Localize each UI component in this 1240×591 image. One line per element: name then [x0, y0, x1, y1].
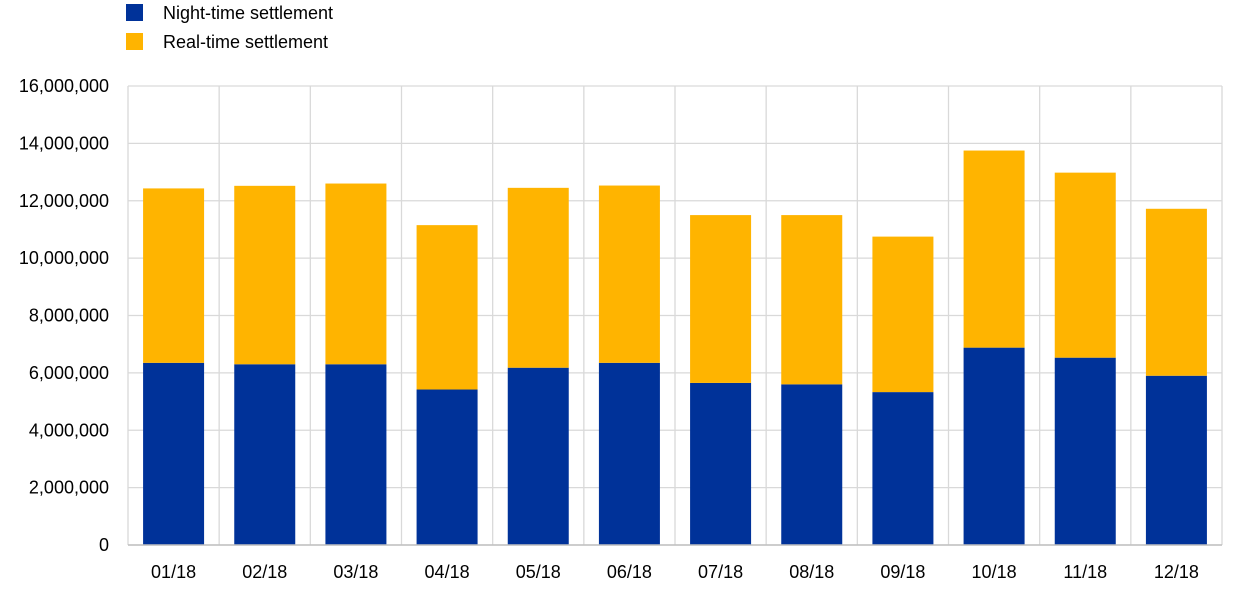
bar-real-time-09-18	[872, 236, 934, 393]
bar-night-time-10-18	[963, 347, 1025, 545]
y-tick-label: 12,000,000	[19, 191, 109, 211]
bar-night-time-02-18	[234, 364, 296, 545]
y-tick-label: 4,000,000	[29, 420, 109, 440]
legend-swatch-real-time	[126, 33, 143, 50]
bar-real-time-01-18	[143, 188, 205, 363]
x-tick-label: 07/18	[698, 562, 743, 582]
x-tick-label: 05/18	[516, 562, 561, 582]
bar-real-time-02-18	[234, 185, 296, 365]
x-tick-label: 04/18	[425, 562, 470, 582]
y-tick-label: 8,000,000	[29, 306, 109, 326]
x-tick-label: 03/18	[333, 562, 378, 582]
legend-item-real-time: Real-time settlement	[126, 32, 328, 52]
bar-real-time-06-18	[598, 185, 660, 363]
x-tick-label: 06/18	[607, 562, 652, 582]
x-tick-label: 08/18	[789, 562, 834, 582]
y-tick-label: 2,000,000	[29, 478, 109, 498]
bar-night-time-01-18	[143, 362, 205, 545]
bar-real-time-07-18	[690, 215, 752, 383]
x-tick-label: 11/18	[1063, 562, 1107, 582]
gridlines	[127, 85, 1223, 546]
legend-swatch-night-time	[126, 4, 143, 21]
bar-real-time-08-18	[781, 215, 843, 385]
x-tick-label: 12/18	[1154, 562, 1199, 582]
bar-night-time-12-18	[1145, 375, 1207, 545]
y-axis-tick-labels: 0 2,000,000 4,000,000 6,000,000 8,000,000 10,…	[19, 76, 109, 555]
y-tick-label: 10,000,000	[19, 248, 109, 268]
x-tick-label: 09/18	[880, 562, 925, 582]
y-tick-label: 16,000,000	[19, 76, 109, 96]
bar-real-time-04-18	[416, 225, 478, 390]
legend-label-real-time: Real-time settlement	[163, 32, 328, 52]
bar-real-time-11-18	[1054, 172, 1116, 358]
x-tick-label: 10/18	[972, 562, 1017, 582]
bar-night-time-11-18	[1054, 357, 1116, 545]
bar-night-time-08-18	[781, 384, 843, 545]
bar-real-time-03-18	[325, 183, 387, 365]
y-tick-label: 6,000,000	[29, 363, 109, 383]
legend-label-night-time: Night-time settlement	[163, 3, 333, 23]
x-tick-label: 02/18	[242, 562, 287, 582]
legend: Night-time settlement Real-time settleme…	[126, 3, 333, 52]
x-axis-tick-labels: 01/18 02/18 03/18 04/18 05/18 06/18 07/18 08/18…	[151, 562, 1199, 582]
bar-real-time-12-18	[1145, 208, 1207, 376]
bar-night-time-03-18	[325, 364, 387, 545]
y-tick-label: 14,000,000	[19, 133, 109, 153]
bar-real-time-05-18	[507, 187, 569, 368]
x-tick-label: 01/18	[151, 562, 196, 582]
bars	[143, 150, 1207, 545]
bar-night-time-07-18	[690, 382, 752, 545]
legend-item-night-time: Night-time settlement	[126, 3, 333, 23]
y-tick-label: 0	[99, 535, 109, 555]
bar-real-time-10-18	[963, 150, 1025, 348]
bar-night-time-06-18	[598, 362, 660, 545]
bar-night-time-04-18	[416, 389, 478, 545]
bar-night-time-09-18	[872, 392, 934, 545]
bar-night-time-05-18	[507, 367, 569, 545]
